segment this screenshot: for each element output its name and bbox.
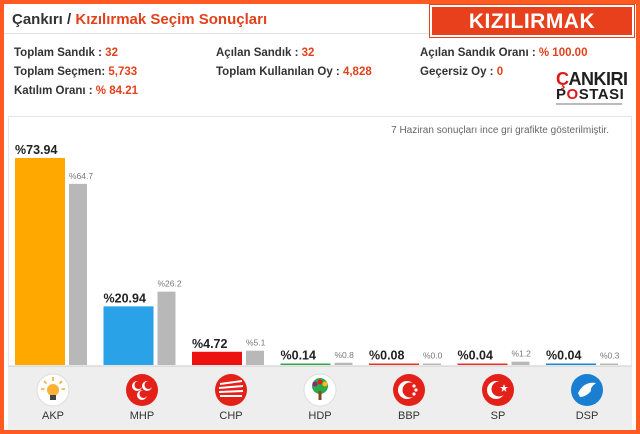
results-chart: 7 Haziran sonuçları ince gri grafikte gö… [8, 116, 632, 366]
label-akp-current: %73.94 [15, 143, 57, 157]
label-sp-previous: %1.2 [512, 349, 532, 359]
sp-crescent-icon [481, 373, 515, 407]
bar-hdp-previous [334, 362, 353, 365]
bar-bbp-current [369, 363, 419, 365]
stat-label: Toplam Sandık : [14, 47, 106, 59]
party-name: BBP [397, 410, 420, 422]
stat-acilan-sandik: Açılan Sandık : 32 [216, 47, 314, 59]
bar-mhp-current [103, 306, 154, 365]
stat-value: 32 [301, 47, 315, 59]
label-mhp-previous: %26.2 [158, 279, 182, 289]
province-name: Çankırı [12, 11, 63, 28]
stat-value: 32 [105, 47, 118, 59]
bar-bbp-previous [423, 363, 441, 365]
party-bbp: BBP [369, 367, 449, 430]
party-legend: AKP MHP CHP HDP BBP SP DSP [8, 366, 632, 430]
party-name: MHP [129, 410, 155, 422]
title-separator: / [62, 11, 76, 28]
page-title: Çankırı / Kızılırmak Seçim Sonuçları [12, 11, 267, 28]
stat-label: Toplam Seçmen: [14, 66, 109, 78]
chp-arrows-icon [214, 373, 248, 407]
stat-value: 0 [496, 66, 504, 78]
mhp-crescents-icon [125, 373, 159, 407]
bar-dsp-current [546, 363, 596, 365]
bbp-crescent-icon [392, 373, 426, 407]
logo-underline [556, 103, 622, 105]
stat-gecersiz-oy: Geçersiz Oy : 0 [420, 66, 503, 78]
party-chp: CHP [191, 367, 271, 430]
stat-label: Geçersiz Oy : [420, 66, 497, 78]
label-sp-current: %0.04 [458, 349, 493, 363]
label-chp-current: %4.72 [192, 337, 227, 351]
bar-akp-previous [69, 183, 87, 365]
label-bbp-previous: %0.0 [423, 351, 443, 361]
party-name: CHP [219, 410, 243, 422]
bar-sp-current [457, 363, 508, 365]
district-badge: KIZILIRMAK [430, 5, 634, 37]
bar-chp-current [192, 351, 242, 365]
chart-note: 7 Haziran sonuçları ince gri grafikte gö… [391, 125, 609, 136]
dsp-dove-icon [570, 373, 604, 407]
akp-bulb-icon [36, 373, 70, 407]
logo-line-1: ÇANKIRI [556, 69, 628, 89]
stat-value: % 100.00 [538, 47, 588, 59]
stat-toplam-secmen: Toplam Seçmen: 5,733 [14, 66, 137, 78]
cankiri-postasi-logo: ÇANKIRI POSTASI [550, 69, 630, 109]
party-hdp: HDP [280, 367, 360, 430]
stat-label: Açılan Sandık : [216, 47, 302, 59]
bar-akp-current [15, 157, 65, 365]
label-chp-previous: %5.1 [246, 338, 266, 348]
party-name: AKP [41, 410, 64, 422]
stats-block: Toplam Sandık : 32 Açılan Sandık : 32 Aç… [4, 35, 636, 115]
results-panel: Çankırı / Kızılırmak Seçim Sonuçları KIZ… [4, 4, 636, 430]
bar-hdp-current [280, 363, 331, 365]
stat-label: Açılan Sandık Oranı : [420, 47, 539, 59]
district-title: Kızılırmak Seçim Sonuçları [75, 11, 268, 28]
bar-sp-previous [511, 361, 530, 365]
party-dsp: DSP [547, 367, 627, 430]
label-akp-previous: %64.7 [69, 171, 93, 181]
label-dsp-current: %0.04 [546, 349, 581, 363]
logo-line-2: POSTASI [556, 86, 625, 103]
bar-dsp-previous [600, 363, 618, 365]
stat-kullanilan-oy: Toplam Kullanılan Oy : 4,828 [216, 66, 372, 78]
hdp-tree-icon [303, 373, 337, 407]
bar-mhp-previous [157, 291, 176, 365]
bar-chart-svg: %73.94 %64.7 %20.94 %26.2 %4.72 %5.1 %0.14 %0.8… [15, 143, 620, 365]
label-bbp-current: %0.08 [369, 349, 404, 363]
label-mhp-current: %20.94 [104, 291, 146, 305]
stat-value: 5,733 [108, 66, 138, 78]
label-hdp-current: %0.14 [281, 349, 316, 363]
stat-toplam-sandik: Toplam Sandık : 32 [14, 47, 118, 59]
stat-value: 4,828 [342, 66, 372, 78]
label-dsp-previous: %0.3 [600, 351, 620, 361]
stat-katilim-orani: Katılım Oranı : % 84.21 [14, 85, 138, 97]
label-hdp-previous: %0.8 [335, 350, 355, 360]
stat-label: Toplam Kullanılan Oy : [216, 66, 343, 78]
party-sp: SP [458, 367, 538, 430]
stat-acilan-oran: Açılan Sandık Oranı : % 100.00 [420, 47, 587, 59]
party-name: HDP [308, 410, 332, 422]
stat-value: % 84.21 [95, 85, 138, 97]
stat-label: Katılım Oranı : [14, 85, 96, 97]
party-mhp: MHP [102, 367, 182, 430]
party-name: SP [490, 410, 506, 422]
party-name: DSP [575, 410, 599, 422]
party-akp: AKP [13, 367, 93, 430]
bar-chp-previous [246, 350, 264, 365]
